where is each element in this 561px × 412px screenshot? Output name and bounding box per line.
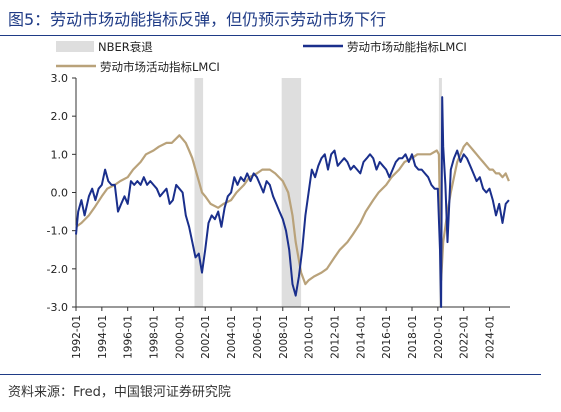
series-lines	[75, 96, 510, 308]
x-tick-label: 1996-01	[123, 315, 135, 359]
y-tick-label: -1.0	[47, 225, 68, 238]
source-note: 资料来源：Fred，中国银河证券研究院	[8, 385, 231, 400]
title-rule	[0, 35, 561, 36]
recession-band-1	[194, 78, 204, 307]
chart-legend: NBER衰退 劳动市场动能指标LMCI 劳动市场活动指标LMCI	[56, 40, 467, 74]
y-tick-label: 3.0	[51, 72, 69, 85]
x-tick-label: 2012-01	[329, 315, 341, 359]
legend-swatch-recession	[56, 41, 94, 52]
y-tick-label: 2.0	[51, 110, 69, 123]
activity-series-line	[75, 134, 510, 286]
x-tick-label: 2014-01	[355, 315, 367, 359]
legend-label-activity: 劳动市场活动指标LMCI	[100, 60, 220, 74]
x-tick-label: 2002-01	[200, 315, 212, 359]
y-tick-label: 0.0	[51, 187, 69, 200]
x-tick-label: 1992-01	[71, 315, 83, 359]
momentum-series-line	[75, 96, 510, 308]
x-tick-label: 2016-01	[381, 315, 393, 359]
x-tick-label: 1994-01	[97, 315, 109, 359]
x-tick-label: 1998-01	[149, 315, 161, 359]
x-tick-label: 2006-01	[252, 315, 264, 359]
x-tick-label: 2018-01	[407, 315, 419, 359]
legend-label-momentum: 劳动市场动能指标LMCI	[347, 40, 467, 54]
y-tick-label: -2.0	[47, 263, 68, 276]
source-rule	[0, 374, 541, 375]
x-tick-label: 2000-01	[174, 315, 186, 359]
x-tick-label: 2008-01	[278, 315, 290, 359]
page-title: 图5：劳动市场动能指标反弹，但仍预示劳动市场下行	[8, 10, 387, 29]
x-tick-label: 2022-01	[459, 315, 471, 359]
x-tick-label: 2010-01	[304, 315, 316, 359]
y-tick-label: -3.0	[47, 301, 68, 314]
x-tick-label: 2024-01	[485, 315, 497, 359]
legend-label-recession: NBER衰退	[98, 40, 153, 54]
x-tick-label: 2020-01	[433, 315, 445, 359]
x-tick-label: 2004-01	[226, 315, 238, 359]
y-tick-label: 1.0	[51, 148, 69, 161]
